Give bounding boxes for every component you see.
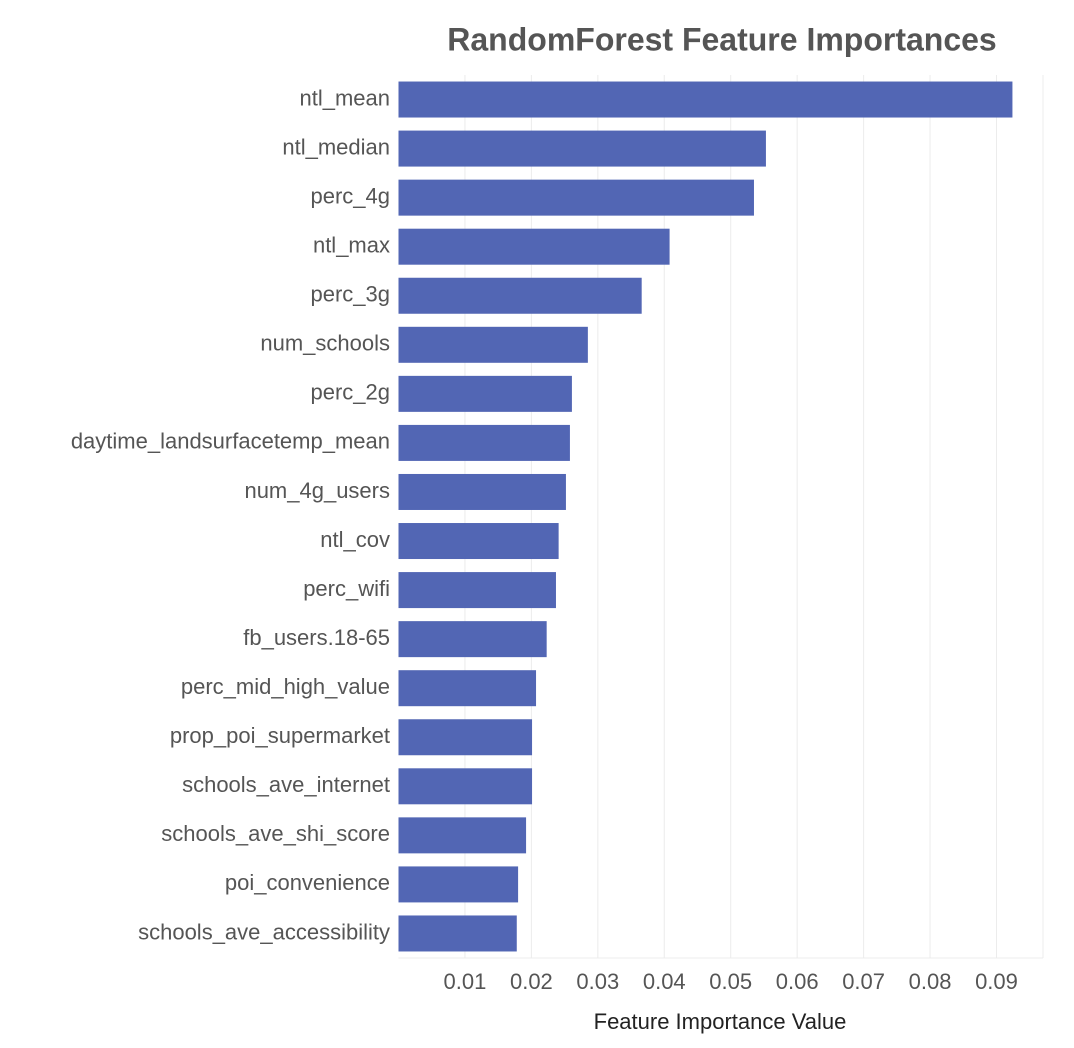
x-tick-label: 0.02 <box>510 969 553 994</box>
y-tick-label: ntl_median <box>282 134 390 159</box>
y-tick-label: num_4g_users <box>244 478 390 503</box>
bar <box>398 130 766 167</box>
x-tick-label: 0.01 <box>444 969 487 994</box>
bar <box>398 866 519 903</box>
bar <box>398 670 537 707</box>
y-tick-label: schools_ave_accessibility <box>138 919 390 944</box>
y-tick-label: perc_4g <box>310 183 390 208</box>
bar <box>398 572 556 609</box>
y-tick-label: daytime_landsurfacetemp_mean <box>71 429 390 454</box>
x-tick-label: 0.06 <box>776 969 819 994</box>
y-tick-label: perc_mid_high_value <box>181 674 390 699</box>
bar <box>398 375 572 412</box>
bar <box>398 768 533 805</box>
y-tick-label: schools_ave_internet <box>182 772 390 797</box>
y-tick-label: prop_poi_supermarket <box>170 723 390 748</box>
x-tick-label: 0.03 <box>576 969 619 994</box>
bar <box>398 817 527 854</box>
y-tick-label: poi_convenience <box>225 870 390 895</box>
bar <box>398 228 670 265</box>
x-tick-label: 0.08 <box>909 969 952 994</box>
bar <box>398 81 1013 118</box>
y-tick-label: ntl_cov <box>320 527 390 552</box>
bar <box>398 179 754 216</box>
bar <box>398 424 570 461</box>
x-tick-label: 0.09 <box>975 969 1018 994</box>
bar <box>398 326 588 363</box>
y-tick-label: perc_wifi <box>303 576 390 601</box>
y-tick-label: num_schools <box>260 331 390 356</box>
bar <box>398 719 533 756</box>
bar <box>398 915 517 952</box>
y-tick-label: ntl_mean <box>299 85 390 110</box>
x-tick-label: 0.07 <box>842 969 885 994</box>
bar <box>398 523 559 560</box>
x-tick-label: 0.05 <box>709 969 752 994</box>
chart-title: RandomForest Feature Importances <box>447 21 996 57</box>
x-axis-title: Feature Importance Value <box>594 1009 847 1034</box>
x-tick-label: 0.04 <box>643 969 686 994</box>
bar <box>398 473 566 510</box>
y-tick-label: perc_2g <box>310 380 390 405</box>
y-tick-label: perc_3g <box>310 282 390 307</box>
bar <box>398 277 642 314</box>
bar <box>398 621 547 658</box>
y-tick-label: fb_users.18-65 <box>243 625 390 650</box>
y-tick-label: ntl_max <box>313 233 390 258</box>
y-tick-label: schools_ave_shi_score <box>161 821 390 846</box>
